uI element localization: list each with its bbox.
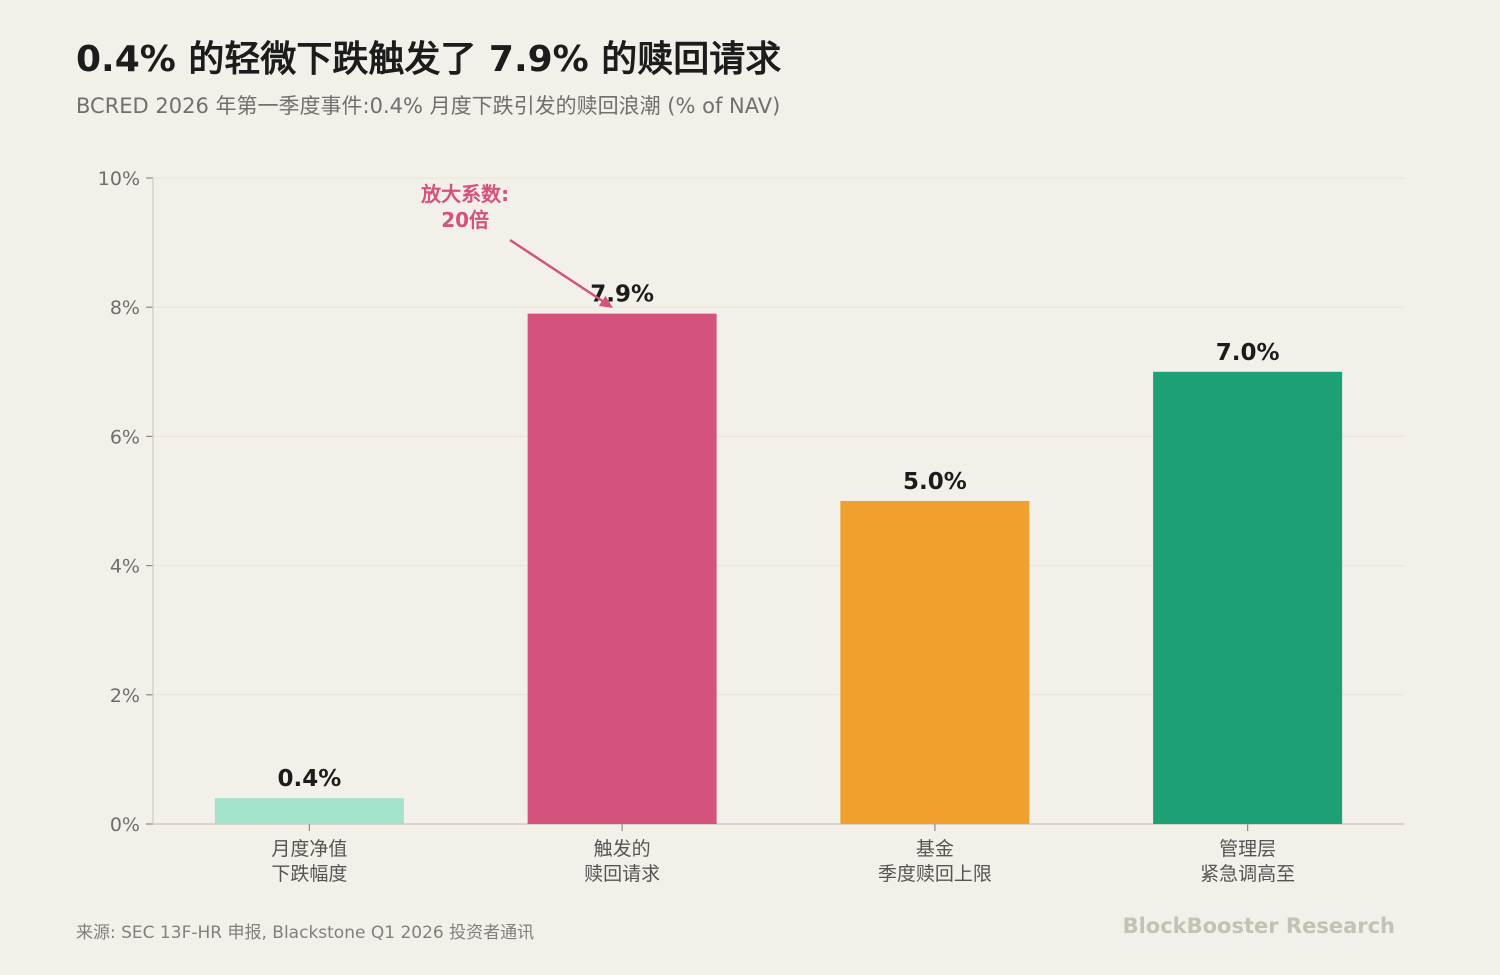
annotation-arrow-line [509, 238, 608, 306]
y-tick-label: 2% [110, 685, 140, 707]
value-label: 7.0% [1216, 340, 1280, 366]
bars [214, 313, 1343, 824]
x-tick-label: 季度赎回上限 [878, 863, 992, 885]
x-tick-label: 月度净值 [271, 838, 347, 860]
bar [1153, 371, 1343, 824]
y-tick-label: 6% [110, 426, 140, 448]
x-tick-label: 触发的 [594, 838, 651, 860]
annotation-text: 放大系数: [420, 182, 509, 206]
annotation-text: 20倍 [441, 208, 489, 232]
y-tick-label: 4% [110, 556, 140, 578]
bar [214, 798, 404, 824]
x-tick-label: 管理层 [1219, 838, 1276, 860]
value-label: 0.4% [277, 766, 341, 792]
annotation: 放大系数:20倍 [420, 182, 613, 308]
y-tick-label: 10% [98, 168, 140, 190]
brand-watermark: BlockBooster Research [1122, 914, 1395, 938]
chart-subtitle: BCRED 2026 年第一季度事件:0.4% 月度下跌引发的赎回浪潮 (% o… [76, 94, 781, 118]
value-label: 7.9% [590, 282, 654, 308]
y-tick-label: 0% [110, 814, 140, 836]
value-label: 5.0% [903, 469, 967, 495]
x-tick-label: 下跌幅度 [271, 863, 347, 885]
annotation-arrow-head [598, 295, 613, 308]
x-tick-label: 基金 [916, 838, 954, 860]
source-note: 来源: SEC 13F-HR 申报, Blackstone Q1 2026 投资… [76, 923, 535, 943]
x-tick-label: 紧急调高至 [1200, 863, 1295, 885]
bar [527, 313, 717, 824]
x-tick-label: 赎回请求 [584, 863, 660, 885]
y-tick-label: 8% [110, 297, 140, 319]
bar [840, 501, 1030, 824]
chart-title: 0.4% 的轻微下跌触发了 7.9% 的赎回请求 [76, 39, 782, 80]
